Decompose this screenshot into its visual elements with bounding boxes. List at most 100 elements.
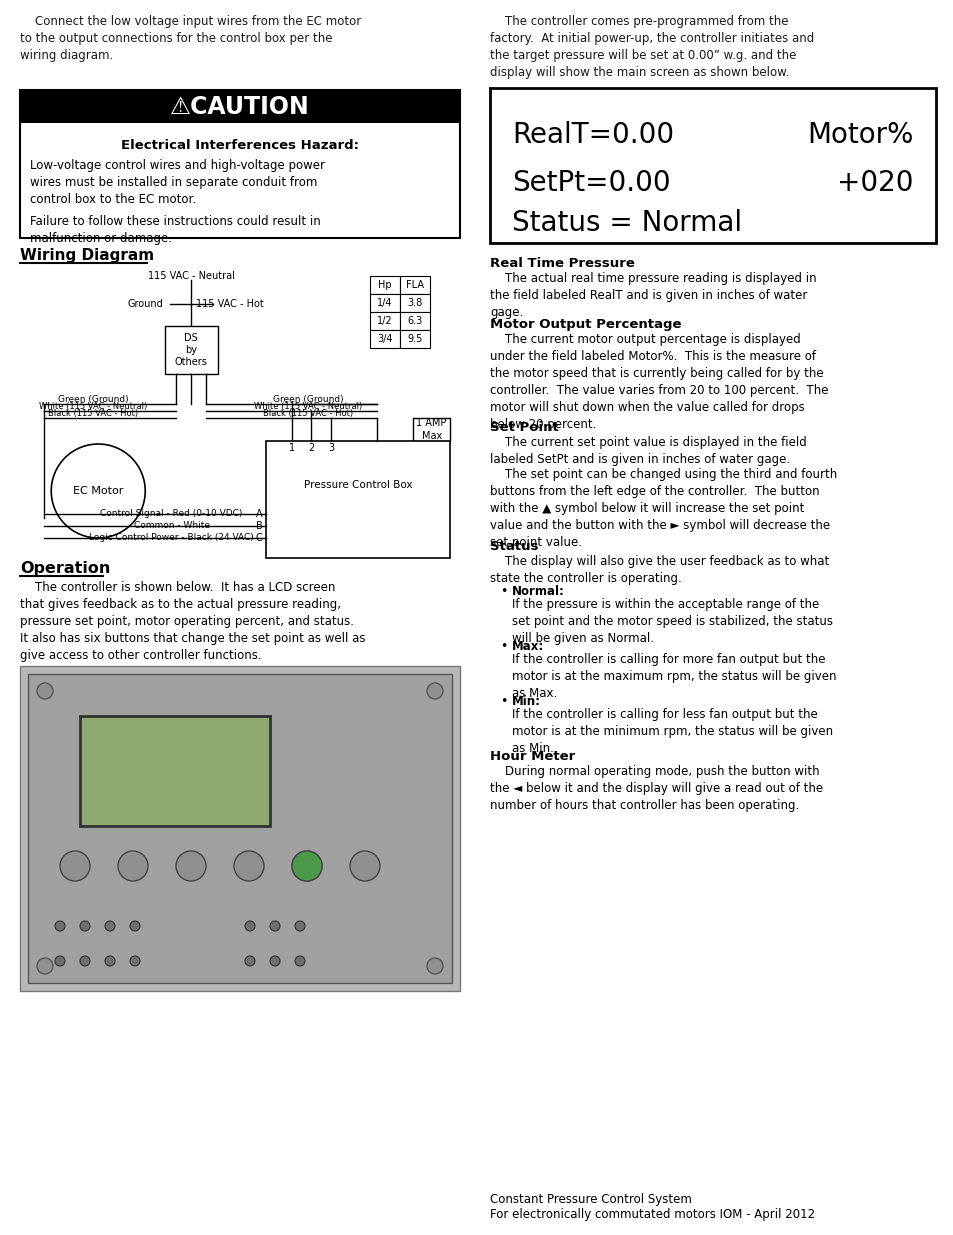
- Text: •: •: [499, 640, 507, 653]
- Text: The controller comes pre-programmed from the
factory.  At initial power-up, the : The controller comes pre-programmed from…: [490, 15, 814, 79]
- Text: A: A: [255, 509, 262, 519]
- Text: Real Time Pressure: Real Time Pressure: [490, 257, 634, 270]
- Circle shape: [292, 851, 322, 881]
- Text: Green (Ground): Green (Ground): [58, 395, 129, 404]
- Text: The controller is shown below.  It has a LCD screen
that gives feedback as to th: The controller is shown below. It has a …: [20, 580, 365, 662]
- Bar: [266, 441, 450, 558]
- Text: •: •: [499, 695, 507, 708]
- Text: If the controller is calling for more fan output but the
motor is at the maximum: If the controller is calling for more fa…: [512, 653, 836, 700]
- Bar: [370, 330, 399, 348]
- Text: B: B: [255, 521, 262, 531]
- Text: Green (Ground): Green (Ground): [273, 395, 343, 404]
- Text: Black (115 VAC - Hot): Black (115 VAC - Hot): [263, 409, 354, 417]
- Text: Pressure Control Box: Pressure Control Box: [304, 479, 412, 489]
- Text: Low-voltage control wires and high-voltage power
wires must be installed in sepa: Low-voltage control wires and high-volta…: [30, 159, 325, 206]
- Text: If the controller is calling for less fan output but the
motor is at the minimum: If the controller is calling for less fa…: [512, 708, 832, 755]
- Circle shape: [292, 851, 322, 881]
- Bar: [399, 330, 430, 348]
- Circle shape: [233, 851, 264, 881]
- Circle shape: [37, 683, 53, 699]
- Text: Connect the low voltage input wires from the EC motor
to the output connections : Connect the low voltage input wires from…: [20, 15, 361, 62]
- Text: Failure to follow these instructions could result in
malfunction or damage.: Failure to follow these instructions cou…: [30, 215, 320, 245]
- Text: Motor%: Motor%: [807, 121, 913, 149]
- Text: Hp: Hp: [377, 280, 392, 290]
- Text: +020: +020: [837, 169, 913, 198]
- Bar: [413, 417, 450, 441]
- Text: White (115 VAC - Neutral): White (115 VAC - Neutral): [254, 403, 362, 411]
- Text: Black (115 VAC - Hot): Black (115 VAC - Hot): [49, 409, 138, 417]
- Circle shape: [51, 445, 145, 538]
- Text: Control Signal - Red (0-10 VDC): Control Signal - Red (0-10 VDC): [100, 509, 242, 517]
- Circle shape: [270, 956, 280, 966]
- Text: During normal operating mode, push the button with
the ◄ below it and the displa: During normal operating mode, push the b…: [490, 764, 822, 811]
- Text: 115 VAC - Neutral: 115 VAC - Neutral: [148, 270, 234, 282]
- Text: Max:: Max:: [512, 640, 543, 653]
- Circle shape: [80, 921, 90, 931]
- Text: FLA: FLA: [406, 280, 423, 290]
- Text: C: C: [255, 534, 262, 543]
- Circle shape: [294, 956, 305, 966]
- Circle shape: [37, 958, 53, 974]
- Bar: [20, 90, 459, 124]
- Circle shape: [350, 851, 379, 881]
- Text: Min:: Min:: [512, 695, 540, 708]
- Text: 1/2: 1/2: [376, 316, 393, 326]
- Bar: [370, 294, 399, 312]
- Text: Electrical Interferences Hazard:: Electrical Interferences Hazard:: [121, 140, 358, 152]
- Text: Status = Normal: Status = Normal: [512, 209, 741, 237]
- Text: Constant Pressure Control System: Constant Pressure Control System: [490, 1193, 691, 1207]
- Bar: [80, 716, 270, 826]
- Bar: [20, 666, 459, 990]
- Text: The current motor output percentage is displayed
under the field labeled Motor%.: The current motor output percentage is d…: [490, 333, 827, 431]
- Text: If the pressure is within the acceptable range of the
set point and the motor sp: If the pressure is within the acceptable…: [512, 598, 832, 645]
- Text: 9.5: 9.5: [407, 333, 422, 345]
- Bar: [399, 294, 430, 312]
- Text: DS
by
Others: DS by Others: [174, 332, 208, 367]
- Circle shape: [105, 956, 115, 966]
- Bar: [28, 674, 452, 983]
- Text: SetPt=0.00: SetPt=0.00: [512, 169, 670, 198]
- Text: Common - White: Common - White: [133, 520, 210, 530]
- Text: 1/4: 1/4: [376, 298, 393, 308]
- Text: White (115 VAC - Neutral): White (115 VAC - Neutral): [39, 403, 148, 411]
- Circle shape: [130, 956, 140, 966]
- Circle shape: [118, 851, 148, 881]
- Text: For electronically commutated motors IOM - April 2012: For electronically commutated motors IOM…: [490, 1208, 814, 1221]
- Bar: [490, 88, 935, 243]
- Circle shape: [294, 921, 305, 931]
- Bar: [399, 312, 430, 330]
- Text: RealT=0.00: RealT=0.00: [512, 121, 674, 149]
- Text: Ground: Ground: [128, 299, 163, 309]
- Bar: [370, 275, 399, 294]
- Circle shape: [130, 921, 140, 931]
- Text: Normal:: Normal:: [512, 585, 564, 598]
- Text: 3/4: 3/4: [376, 333, 393, 345]
- Text: The current set point value is displayed in the field
labeled SetPt and is given: The current set point value is displayed…: [490, 436, 806, 466]
- Text: Hour Meter: Hour Meter: [490, 750, 575, 763]
- Text: 1: 1: [289, 443, 294, 453]
- Text: 3: 3: [328, 443, 334, 453]
- Bar: [20, 90, 459, 238]
- Circle shape: [427, 683, 442, 699]
- Circle shape: [245, 921, 254, 931]
- Text: The display will also give the user feedback as to what
state the controller is : The display will also give the user feed…: [490, 555, 828, 585]
- Circle shape: [60, 851, 90, 881]
- Text: 115 VAC - Hot: 115 VAC - Hot: [195, 299, 263, 309]
- Circle shape: [175, 851, 206, 881]
- Text: 3.8: 3.8: [407, 298, 422, 308]
- Circle shape: [55, 956, 65, 966]
- Text: •: •: [499, 585, 507, 598]
- Text: The set point can be changed using the third and fourth
buttons from the left ed: The set point can be changed using the t…: [490, 468, 837, 550]
- Circle shape: [427, 958, 442, 974]
- Circle shape: [80, 956, 90, 966]
- Circle shape: [105, 921, 115, 931]
- Text: Logic Control Power - Black (24 VAC): Logic Control Power - Black (24 VAC): [89, 532, 253, 541]
- Text: Wiring Diagram: Wiring Diagram: [20, 248, 154, 263]
- Bar: [399, 275, 430, 294]
- Circle shape: [270, 921, 280, 931]
- Text: 2: 2: [308, 443, 314, 453]
- Text: 1 AMP
Max: 1 AMP Max: [416, 419, 446, 441]
- Bar: [370, 312, 399, 330]
- Text: EC Motor: EC Motor: [73, 487, 123, 496]
- Text: The actual real time pressure reading is displayed in
the field labeled RealT an: The actual real time pressure reading is…: [490, 272, 816, 319]
